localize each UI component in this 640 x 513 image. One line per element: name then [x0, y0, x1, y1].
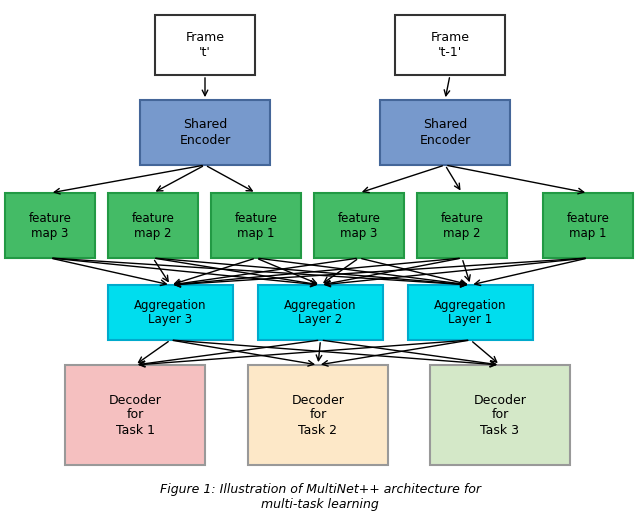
Text: Aggregation
Layer 1: Aggregation Layer 1 [435, 299, 507, 326]
Text: feature
map 2: feature map 2 [132, 211, 175, 240]
Text: feature
map 3: feature map 3 [29, 211, 72, 240]
FancyBboxPatch shape [65, 365, 205, 465]
FancyBboxPatch shape [258, 285, 383, 340]
FancyBboxPatch shape [108, 193, 198, 258]
Text: Frame
't-1': Frame 't-1' [431, 31, 470, 59]
Text: Frame
't': Frame 't' [186, 31, 225, 59]
Text: Aggregation
Layer 2: Aggregation Layer 2 [284, 299, 356, 326]
FancyBboxPatch shape [417, 193, 507, 258]
Text: Shared
Encoder: Shared Encoder [179, 119, 230, 147]
Text: Aggregation
Layer 3: Aggregation Layer 3 [134, 299, 207, 326]
FancyBboxPatch shape [248, 365, 388, 465]
FancyBboxPatch shape [314, 193, 404, 258]
Text: Decoder
for
Task 3: Decoder for Task 3 [474, 393, 527, 437]
Text: feature
map 3: feature map 3 [337, 211, 380, 240]
FancyBboxPatch shape [380, 100, 510, 165]
Text: Figure 1: Illustration of MultiNet++ architecture for
multi-task learning: Figure 1: Illustration of MultiNet++ arc… [159, 483, 481, 511]
FancyBboxPatch shape [140, 100, 270, 165]
Text: Shared
Encoder: Shared Encoder [419, 119, 470, 147]
Text: Decoder
for
Task 2: Decoder for Task 2 [292, 393, 344, 437]
Text: feature
map 1: feature map 1 [566, 211, 609, 240]
FancyBboxPatch shape [5, 193, 95, 258]
FancyBboxPatch shape [155, 15, 255, 75]
FancyBboxPatch shape [395, 15, 505, 75]
Text: Decoder
for
Task 1: Decoder for Task 1 [109, 393, 161, 437]
FancyBboxPatch shape [543, 193, 633, 258]
FancyBboxPatch shape [108, 285, 233, 340]
Text: feature
map 2: feature map 2 [440, 211, 483, 240]
Text: feature
map 1: feature map 1 [235, 211, 277, 240]
FancyBboxPatch shape [430, 365, 570, 465]
FancyBboxPatch shape [211, 193, 301, 258]
FancyBboxPatch shape [408, 285, 533, 340]
